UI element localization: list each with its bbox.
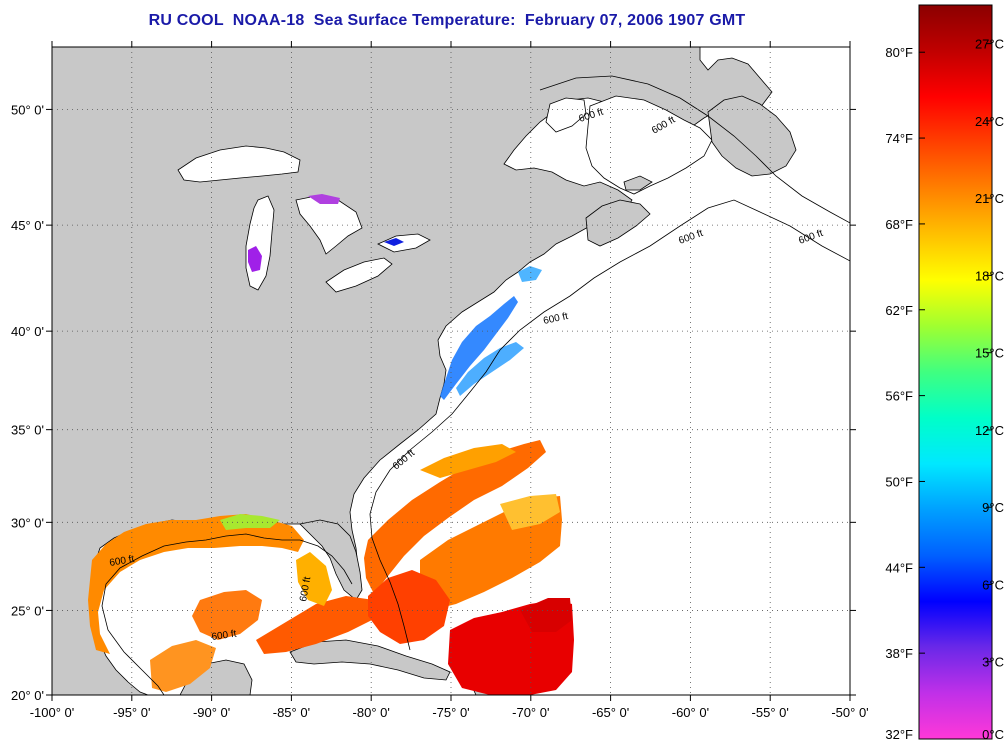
map-layers: 600 ft 600 ft 600 ft 600 ft 600 ft 600 f… [52, 47, 850, 695]
sst-patch-lake-superior [308, 194, 340, 204]
lon-tick-label: -100° 0' [30, 705, 75, 720]
sst-patch-mid-atlantic-cold [440, 296, 518, 400]
sst-patch-gulf-center-2 [150, 640, 216, 692]
nova-scotia-land [585, 199, 651, 247]
gulf-st-lawrence [585, 95, 713, 195]
colorbar-label-celsius: 24°C [975, 114, 1004, 129]
sst-patch-bahamas [368, 570, 450, 644]
florida-land [299, 519, 363, 601]
isobath-label: 600 ft [109, 554, 136, 569]
lat-tick-label: 50° 0' [11, 102, 44, 117]
colorbar-label-celsius: 3°C [982, 655, 1004, 670]
colorbar-label-fahrenheit: 38°F [885, 646, 913, 661]
colorbar-label-fahrenheit: 68°F [885, 217, 913, 232]
lat-tick-label: 20° 0' [11, 688, 44, 703]
colorbar-label-celsius: 9°C [982, 500, 1004, 515]
sst-patch-gulf-stream [364, 440, 546, 594]
isobath-label: 600 ft [542, 311, 569, 327]
lake-erie [325, 257, 393, 293]
sst-patch-gulf-coast [88, 514, 304, 654]
sst-patch-gulf-center [192, 590, 262, 640]
colorbar-label-fahrenheit: 50°F [885, 474, 913, 489]
lon-tick-label: -90° 0' [193, 705, 230, 720]
colorbar-gradient [918, 4, 993, 740]
isobath-600ft-contour-north [539, 75, 850, 224]
lon-tick-label: -75° 0' [432, 705, 469, 720]
lon-tick-label: -50° 0' [831, 705, 868, 720]
sst-patch-lake-ontario [384, 238, 404, 246]
sst-patch-gulf-coast-green [220, 514, 280, 530]
lon-tick-label: -70° 0' [512, 705, 549, 720]
sst-patch-shelf [456, 342, 524, 396]
colorbar-label-fahrenheit: 44°F [885, 560, 913, 575]
sst-patch-gulf-stream-edge [420, 444, 516, 478]
colorbar-label-celsius: 21°C [975, 191, 1004, 206]
sst-patch-florida-straits [256, 596, 374, 654]
colorbar-label-fahrenheit: 80°F [885, 45, 913, 60]
sst-patch-sargasso-yellow [500, 494, 560, 530]
colorbar-label-celsius: 6°C [982, 577, 1004, 592]
lake-ontario [377, 233, 431, 253]
lon-tick-label: -80° 0' [353, 705, 390, 720]
hudson-bay-strait-water [545, 97, 587, 133]
sst-patch-lake-michigan [248, 246, 262, 272]
colorbar-label-fahrenheit: 62°F [885, 303, 913, 318]
colorbar-label-celsius: 27°C [975, 37, 1004, 52]
colorbar-label-fahrenheit: 74°F [885, 131, 913, 146]
colorbar-label-celsius: 15°C [975, 346, 1004, 361]
isobath-600ft-contour [101, 199, 850, 695]
lat-tick-label: 30° 0' [11, 515, 44, 530]
cuba-land [289, 639, 451, 681]
map-title: RU COOL NOAA-18 Sea Surface Temperature:… [148, 12, 746, 29]
lat-tick-label: 45° 0' [11, 218, 44, 233]
sst-observations [88, 194, 574, 695]
colorbar-label-fahrenheit: 32°F [885, 727, 913, 742]
lon-tick-label: -60° 0' [672, 705, 709, 720]
plot-frame [51, 46, 851, 696]
temperature-colorbar: 27°C 24°C 21°C 18°C 15°C 12°C 9°C 6°C 3°C 0°C 80°F… [885, 4, 1004, 742]
lake-superior [177, 145, 301, 183]
lon-tick-label: -95° 0' [113, 705, 150, 720]
isobath-label: 600 ft [298, 576, 313, 603]
isobath-label: 600 ft [211, 629, 238, 643]
sst-patch-florida-west [296, 552, 332, 606]
lon-tick-label: -85° 0' [273, 705, 310, 720]
colorbar-label-fahrenheit: 56°F [885, 389, 913, 404]
colorbar-label-celsius: 12°C [975, 423, 1004, 438]
colorbar-label-celsius: 18°C [975, 268, 1004, 283]
pei-land [623, 175, 653, 191]
newfoundland-land [707, 95, 797, 177]
lon-tick-label: -65° 0' [592, 705, 629, 720]
sst-patch-gulf-maine [518, 266, 542, 282]
map-axis-ticks: -100° 0' -95° 0' -90° 0' -85° 0' -80° 0' -75°… [11, 41, 869, 720]
lat-tick-label: 40° 0' [11, 324, 44, 339]
lon-tick-label: -55° 0' [752, 705, 789, 720]
lat-tick-label: 25° 0' [11, 603, 44, 618]
map-gridlines [52, 47, 850, 695]
colorbar-label-celsius: 0°C [982, 727, 1004, 742]
sst-patch-south-warm-2 [520, 598, 572, 632]
lat-tick-label: 35° 0' [11, 423, 44, 438]
